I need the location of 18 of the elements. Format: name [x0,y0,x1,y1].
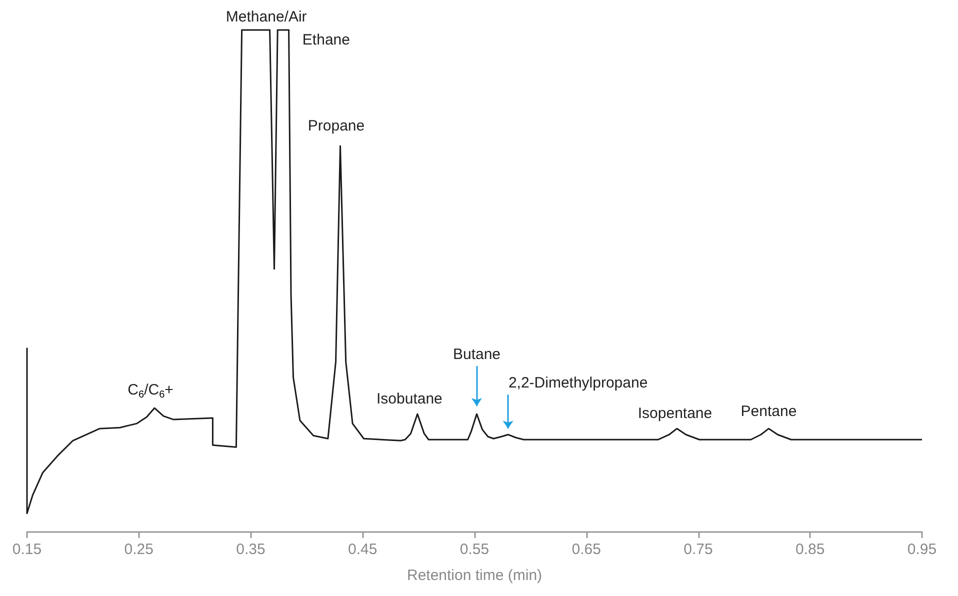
annotation: Methane/Air [226,8,307,26]
annotation: 2,2-Dimethylpropane [508,374,648,392]
x-tick-label: 0.75 [684,541,713,558]
x-axis-title: Retention time (min) [406,567,542,584]
x-tick-label: 0.15 [12,541,42,558]
x-tick-label: 0.65 [572,541,601,558]
annotation: Isobutane [376,390,442,408]
annotation: Pentane [740,403,797,420]
x-tick-label: 0.35 [236,541,266,558]
x-tick-label: 0.85 [796,541,825,558]
x-tick-label: 0.45 [348,541,378,558]
annotation: Butane [452,346,501,364]
x-tick-label: 0.95 [907,541,937,558]
x-tick-label: 0.55 [460,541,490,558]
annotation: Ethane [302,32,350,48]
x-tick-label: 0.25 [124,541,154,558]
annotation: Isopentane [638,405,712,422]
annotation: Propane [308,117,365,134]
